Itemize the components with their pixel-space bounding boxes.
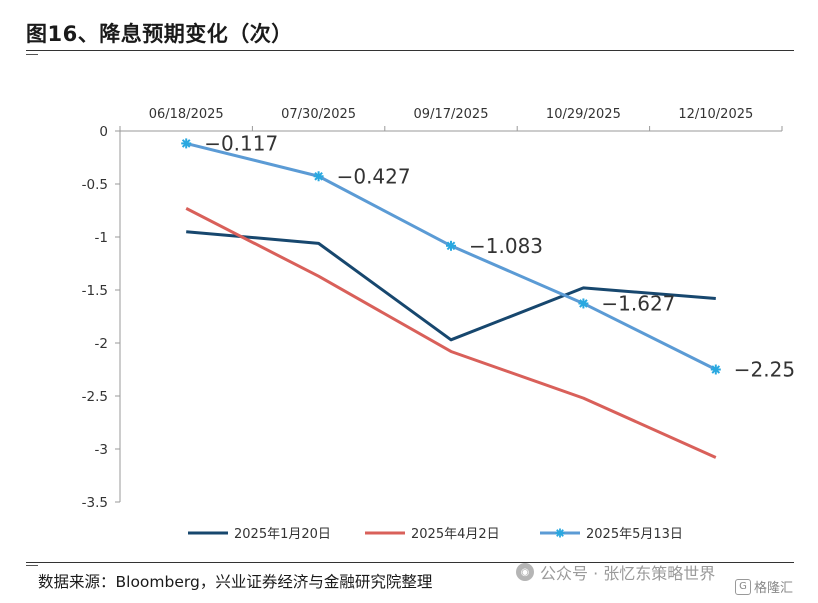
bottom-rule — [26, 562, 794, 563]
data-label: −2.25 — [734, 358, 795, 382]
y-tick-label: -2.5 — [82, 389, 108, 405]
data-label: −1.083 — [469, 234, 543, 258]
watermark: ◉ 公众号 · 张忆东策略世界 — [516, 560, 715, 584]
series-line — [185, 141, 717, 371]
legend-marker — [556, 529, 564, 537]
x-tick-label: 10/29/2025 — [546, 107, 621, 122]
y-tick-label: -3.5 — [82, 495, 108, 511]
data-point — [313, 171, 324, 182]
x-tick-label: 09/17/2025 — [414, 107, 489, 122]
brand-icon: G — [735, 578, 751, 595]
legend-label: 2025年4月2日 — [411, 527, 500, 542]
data-point — [446, 240, 456, 251]
data-point — [578, 298, 589, 309]
data-point — [181, 138, 192, 149]
top-rule-mark — [26, 54, 38, 55]
y-tick-label: -0.5 — [82, 177, 108, 193]
series-line — [186, 230, 716, 342]
data-label: −0.117 — [204, 131, 278, 155]
y-tick-label: -1.5 — [82, 283, 108, 299]
y-tick-label: -1 — [95, 230, 108, 246]
bottom-rule-mark — [26, 565, 38, 566]
brand-logo: G 格隆汇 — [735, 577, 793, 596]
brand-text: 格隆汇 — [754, 581, 794, 596]
x-tick-label: 06/18/2025 — [149, 107, 224, 122]
x-tick-label: 07/30/2025 — [281, 107, 356, 122]
legend-label: 2025年1月20日 — [234, 527, 331, 542]
wechat-icon: ◉ — [516, 563, 534, 581]
y-tick-label: -2 — [95, 336, 108, 352]
source-note: 数据来源：Bloomberg，兴业证券经济与金融研究院整理 — [38, 573, 433, 591]
data-label: −1.627 — [601, 291, 675, 315]
top-rule — [26, 50, 794, 51]
series-line — [185, 207, 717, 459]
y-tick-label: 0 — [99, 124, 108, 140]
watermark-text: 公众号 · 张忆东策略世界 — [540, 564, 716, 583]
figure-title: 图16、降息预期变化（次） — [26, 22, 293, 46]
legend-label: 2025年5月13日 — [586, 527, 683, 542]
y-tick-label: -3 — [95, 442, 108, 458]
data-label: −0.427 — [337, 164, 411, 188]
data-point — [710, 364, 721, 375]
x-tick-label: 12/10/2025 — [678, 107, 753, 122]
